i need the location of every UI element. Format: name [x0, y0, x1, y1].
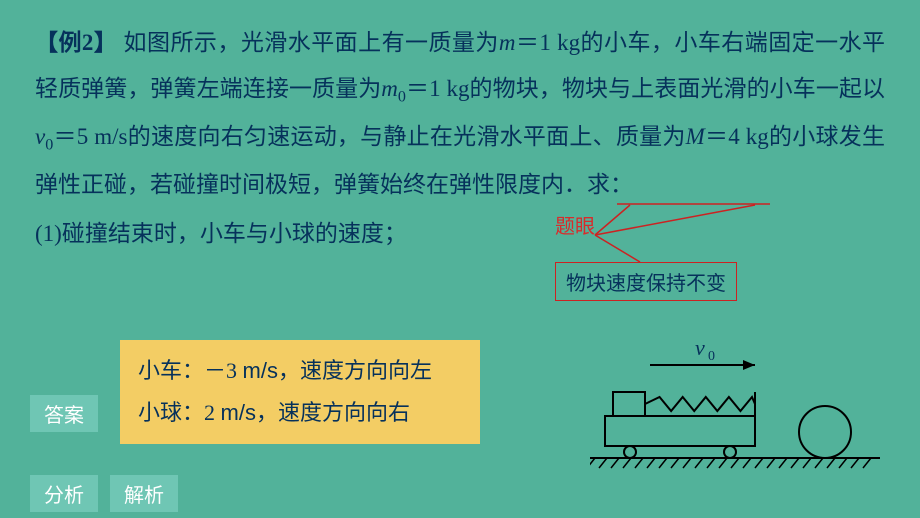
annotation-tiyan: 题眼 — [555, 210, 595, 239]
answer-button[interactable]: 答案 — [30, 395, 98, 432]
slide-page: 【例2】 如图所示，光滑水平面上有一质量为m＝1 kg的小车，小车右端固定一水平… — [0, 0, 920, 518]
problem-statement: 【例2】 如图所示，光滑水平面上有一质量为m＝1 kg的小车，小车右端固定一水平… — [35, 20, 885, 208]
example-label: 【例2】 — [35, 30, 117, 55]
answer-box: 小车：－3 m/s，速度方向向左 小球：2 m/s，速度方向向右 — [120, 340, 480, 444]
answer-line-2: 小球：2 m/s，速度方向向右 — [138, 392, 462, 434]
answer-line-1: 小车：－3 m/s，速度方向向左 — [138, 350, 462, 392]
analyze-button[interactable]: 分析 — [30, 475, 98, 512]
physics-diagram: v0 — [590, 330, 880, 480]
annotation-note-box: 物块速度保持不变 — [555, 262, 737, 301]
svg-text:0: 0 — [708, 349, 715, 364]
problem-body: 如图所示，光滑水平面上有一质量为m＝1 kg的小车，小车右端固定一水平轻质弹簧，… — [35, 30, 885, 197]
explain-button[interactable]: 解析 — [110, 475, 178, 512]
svg-text:v: v — [695, 335, 705, 360]
question-1: (1)碰撞结束时，小车与小球的速度； — [35, 214, 885, 248]
